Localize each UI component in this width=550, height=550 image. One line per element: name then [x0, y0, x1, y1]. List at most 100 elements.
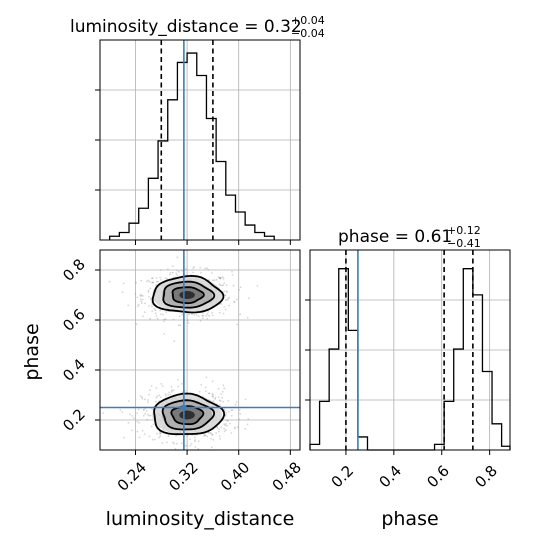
scatter-point [225, 299, 227, 301]
contour-1-1 [161, 399, 216, 431]
phase-ytick-label-1: 0.4 [59, 355, 89, 385]
scatter-point [227, 297, 230, 300]
scatter-point [231, 409, 234, 412]
scatter-point [186, 435, 189, 437]
scatter-point [164, 394, 167, 397]
scatter-point [224, 414, 227, 417]
scatter-point [207, 268, 210, 271]
scatter-point [189, 445, 192, 447]
scatter-point [153, 307, 156, 310]
ld-xtick-label-1: 0.32 [165, 458, 201, 494]
scatter-point [141, 429, 144, 432]
scatter-point [148, 393, 150, 396]
scatter-point [163, 320, 166, 323]
scatter-point [164, 393, 167, 395]
scatter-point [178, 270, 180, 273]
scatter-point [208, 392, 210, 395]
scatter-point [238, 418, 241, 421]
scatter-point [233, 300, 236, 303]
scatter-point [160, 431, 162, 434]
title-phase-plus: +0.12 [447, 224, 481, 237]
scatter-point [230, 409, 233, 411]
scatter-point [139, 395, 142, 397]
scatter-point [162, 313, 165, 316]
scatter-point [156, 432, 158, 435]
scatter-point [167, 268, 169, 270]
scatter-point [181, 383, 183, 385]
scatter-point [150, 297, 153, 300]
scatter-point [205, 390, 207, 393]
scatter-point [205, 376, 208, 379]
scatter-point [214, 398, 217, 400]
scatter-point [216, 426, 219, 429]
scatter-point [163, 318, 166, 321]
scatter-point [147, 289, 150, 292]
scatter-point [134, 293, 137, 295]
scatter-point [234, 403, 237, 406]
scatter-point [178, 315, 181, 318]
scatter-point [186, 444, 188, 447]
scatter-point [213, 279, 216, 282]
scatter-point [127, 304, 130, 307]
scatter-point [150, 385, 153, 387]
scatter-point [233, 427, 236, 430]
scatter-point [131, 415, 134, 417]
scatter-point [171, 271, 174, 274]
scatter-point [224, 308, 227, 311]
scatter-point [176, 269, 179, 272]
scatter-point [142, 414, 145, 417]
scatter-point [202, 314, 204, 317]
scatter-point [141, 397, 144, 400]
scatter-point [211, 314, 214, 317]
scatter-point [159, 432, 162, 435]
scatter-point [218, 428, 221, 430]
title-ld-plus: +0.04 [291, 14, 325, 27]
scatter-point [215, 278, 218, 281]
scatter-point [193, 266, 196, 268]
scatter-point [210, 446, 213, 449]
scatter-point [223, 387, 226, 390]
scatter-point [208, 279, 211, 281]
scatter-point [177, 385, 180, 388]
scatter-point [146, 413, 149, 416]
scatter-point [231, 274, 234, 276]
phase-xtick-label-0: 0.2 [328, 462, 358, 492]
scatter-point [143, 311, 146, 314]
scatter-point [160, 279, 162, 281]
scatter-point [221, 396, 224, 399]
scatter-point [198, 390, 201, 393]
scatter-point [224, 409, 227, 412]
scatter-point [224, 413, 227, 416]
scatter-point [154, 400, 157, 403]
scatter-point [147, 279, 150, 282]
scatter-point [211, 272, 213, 274]
scatter-point [217, 387, 220, 390]
scatter-point [136, 305, 139, 308]
scatter-point [139, 298, 142, 300]
scatter-point [199, 319, 202, 322]
scatter-point [155, 387, 158, 389]
scatter-point [223, 290, 226, 293]
density-fill-1-3 [179, 410, 195, 420]
scatter-point [147, 399, 149, 401]
scatter-point [154, 309, 157, 312]
scatter-point [175, 434, 178, 437]
scatter-point [201, 314, 204, 317]
scatter-point [142, 315, 144, 318]
scatter-point [219, 400, 222, 402]
svg-text:phase = 0.61: phase = 0.61 [338, 227, 452, 247]
scatter-point [208, 314, 211, 317]
scatter-point [184, 268, 187, 270]
scatter-point [172, 318, 175, 321]
density-fill-0-3 [179, 291, 195, 299]
scatter-point [160, 383, 163, 385]
scatter-point [140, 302, 143, 305]
scatter-point [156, 317, 159, 320]
scatter-point [159, 432, 161, 435]
scatter-point [236, 298, 239, 301]
scatter-point [211, 433, 214, 436]
scatter-point [167, 394, 170, 396]
scatter-point [218, 435, 221, 437]
scatter-point [200, 271, 202, 274]
scatter-point [168, 273, 171, 276]
